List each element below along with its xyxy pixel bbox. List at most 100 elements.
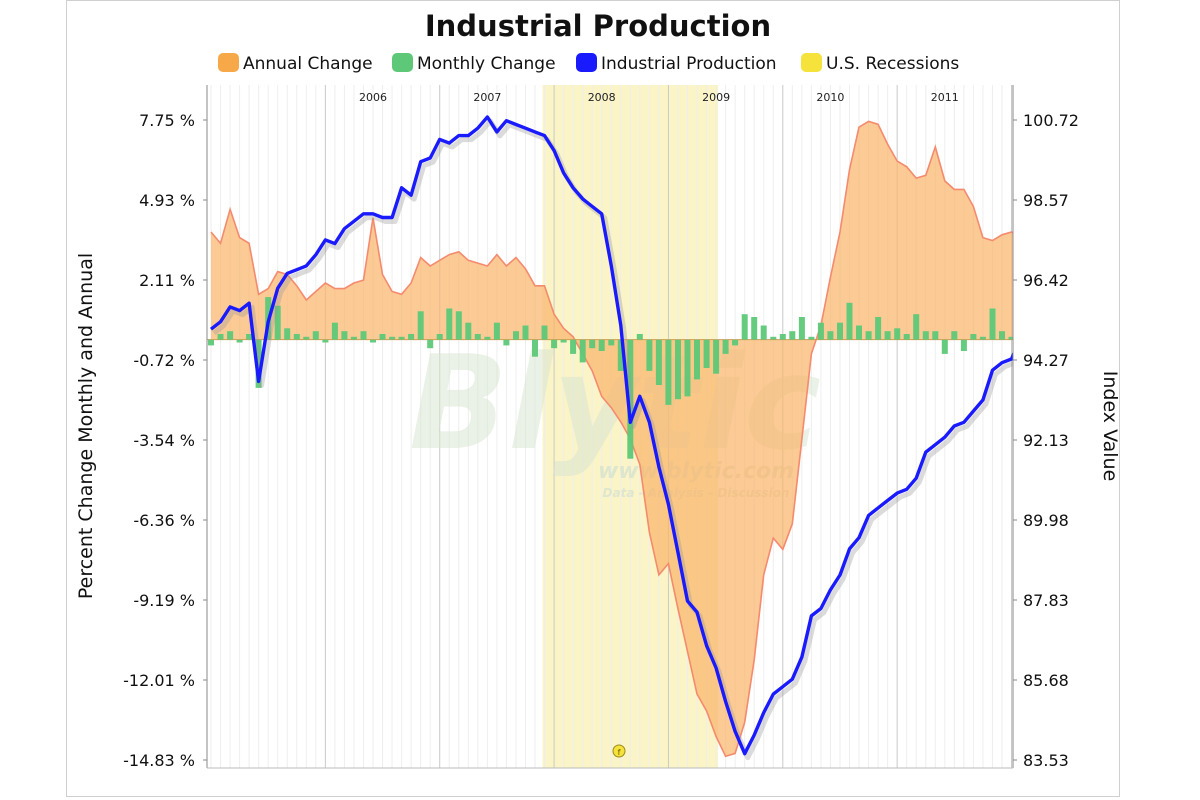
monthly-change-bar (1028, 337, 1034, 340)
industrial-production-shadow (212, 118, 1013, 761)
industrial-production-line (209, 115, 1013, 756)
monthly-change-bar (284, 328, 291, 340)
right-tick-label: 89.98 (1023, 511, 1069, 530)
monthly-change-bar (894, 328, 901, 340)
event-flag-icon (612, 744, 626, 758)
monthly-change-bar (427, 339, 434, 349)
monthly-change-bar (846, 302, 853, 340)
left-tick-label: 2.11 % (139, 271, 195, 290)
monthly-change-bar (770, 336, 777, 340)
left-tick-label: -9.19 % (133, 591, 195, 610)
monthly-change-bar (751, 317, 758, 340)
legend-item-us-recessions[interactable]: U.S. Recessions (801, 53, 959, 74)
left-tick-label: 7.75 % (139, 111, 195, 130)
monthly-change-bar (1018, 323, 1024, 340)
year-label: 2009 (702, 91, 730, 104)
monthly-change-bar (627, 339, 634, 459)
right-tick-label: 87.83 (1023, 591, 1069, 610)
monthly-change-bar (903, 334, 910, 340)
monthly-change-bar (665, 339, 672, 405)
monthly-change-bar (227, 331, 234, 340)
monthly-change-bar (379, 334, 386, 340)
monthly-change-bar (703, 339, 710, 368)
monthly-change-bar (999, 331, 1005, 340)
monthly-change-bar (741, 314, 748, 340)
monthly-change-bar (484, 336, 491, 340)
monthly-change-bar (389, 336, 396, 340)
legend-label-industrial-production: Industrial Production (601, 54, 777, 74)
monthly-change-bar (789, 331, 796, 340)
left-tick-label: -14.83 % (123, 751, 195, 770)
monthly-change-bar (779, 334, 786, 340)
monthly-change-bar (951, 331, 958, 340)
right-tick-label: 100.72 (1023, 111, 1079, 130)
monthly-change-bar (541, 325, 548, 340)
legend-swatch-industrial-production (576, 53, 597, 72)
monthly-change-bar (598, 339, 605, 351)
monthly-change-bar (417, 311, 424, 340)
industrial-production-series (209, 115, 1013, 761)
year-label: 2007 (473, 91, 501, 104)
year-label: 2011 (931, 91, 959, 104)
event-flag-letter: f (618, 748, 621, 757)
right-tick-label: 83.53 (1023, 751, 1069, 770)
year-label: 2008 (588, 91, 616, 104)
left-tick-label: -0.72 % (133, 351, 195, 370)
monthly-change-bar (932, 331, 939, 340)
monthly-change-bar (970, 334, 977, 340)
legend-item-annual-change[interactable]: Annual Change (218, 53, 373, 74)
monthly-change-bar (246, 334, 253, 340)
monthly-change-bar (722, 339, 729, 354)
monthly-change-bar (856, 325, 862, 340)
left-tick-label: -3.54 % (133, 431, 195, 450)
legend: Annual Change Monthly Change Industrial … (218, 53, 959, 74)
monthly-change-bar (684, 339, 691, 397)
monthly-change-bar (655, 339, 662, 385)
monthly-change-bar (570, 339, 577, 354)
annual-change-line (210, 120, 1013, 758)
right-axis-title: Index Value (1099, 371, 1121, 482)
monthly-change-bar (760, 325, 767, 340)
monthly-change-bar (884, 331, 891, 340)
monthly-change-bar (503, 339, 510, 346)
monthly-change-bar (608, 339, 615, 346)
monthly-change-bar (255, 339, 262, 388)
right-tick-label: 85.68 (1023, 671, 1069, 690)
year-label: 2006 (359, 91, 387, 104)
monthly-change-bar (322, 339, 329, 343)
legend-swatch-annual-change (218, 53, 239, 72)
monthly-change-bar (913, 314, 920, 340)
plot-area: Blytic www.blytic.com Data - Analysis - … (207, 85, 1034, 768)
monthly-change-bar (446, 308, 453, 340)
monthly-change-bar (827, 331, 834, 340)
monthly-change-bar (360, 331, 367, 340)
annual-change-area (211, 121, 1013, 757)
left-axis-title: Percent Change Monthly and Annual (75, 253, 97, 599)
year-labels: 2006 2007 2008 2009 2010 2011 (359, 91, 959, 104)
monthly-change-bar (989, 308, 996, 340)
monthly-change-bar (350, 336, 357, 340)
monthly-change-bar (713, 339, 720, 374)
legend-label-annual-change: Annual Change (243, 54, 373, 74)
monthly-change-bar (617, 339, 624, 371)
legend-item-industrial-production[interactable]: Industrial Production (576, 53, 777, 74)
monthly-change-bar (408, 334, 415, 340)
left-tick-label: 4.93 % (139, 191, 195, 210)
monthly-change-bar (817, 322, 824, 340)
monthly-change-bar (474, 334, 481, 340)
left-tick-label: -12.01 % (123, 671, 195, 690)
legend-item-monthly-change[interactable]: Monthly Change (392, 53, 556, 74)
monthly-change-bar (493, 322, 500, 340)
monthly-change-bar (960, 339, 967, 351)
monthly-change-bar (808, 336, 815, 340)
monthly-change-bar (837, 322, 843, 340)
monthly-change-bar (732, 339, 739, 346)
monthly-change-bar (312, 331, 319, 340)
monthly-change-bar (551, 339, 558, 349)
monthly-change-bar (922, 331, 929, 340)
event-flag[interactable]: f (612, 744, 626, 758)
year-label: 2010 (816, 91, 844, 104)
monthly-change-bar (532, 339, 538, 357)
left-axis: 7.75 % 4.93 % 2.11 % -0.72 % -3.54 % -6.36 % -… (123, 111, 207, 770)
legend-swatch-monthly-change (392, 53, 413, 72)
